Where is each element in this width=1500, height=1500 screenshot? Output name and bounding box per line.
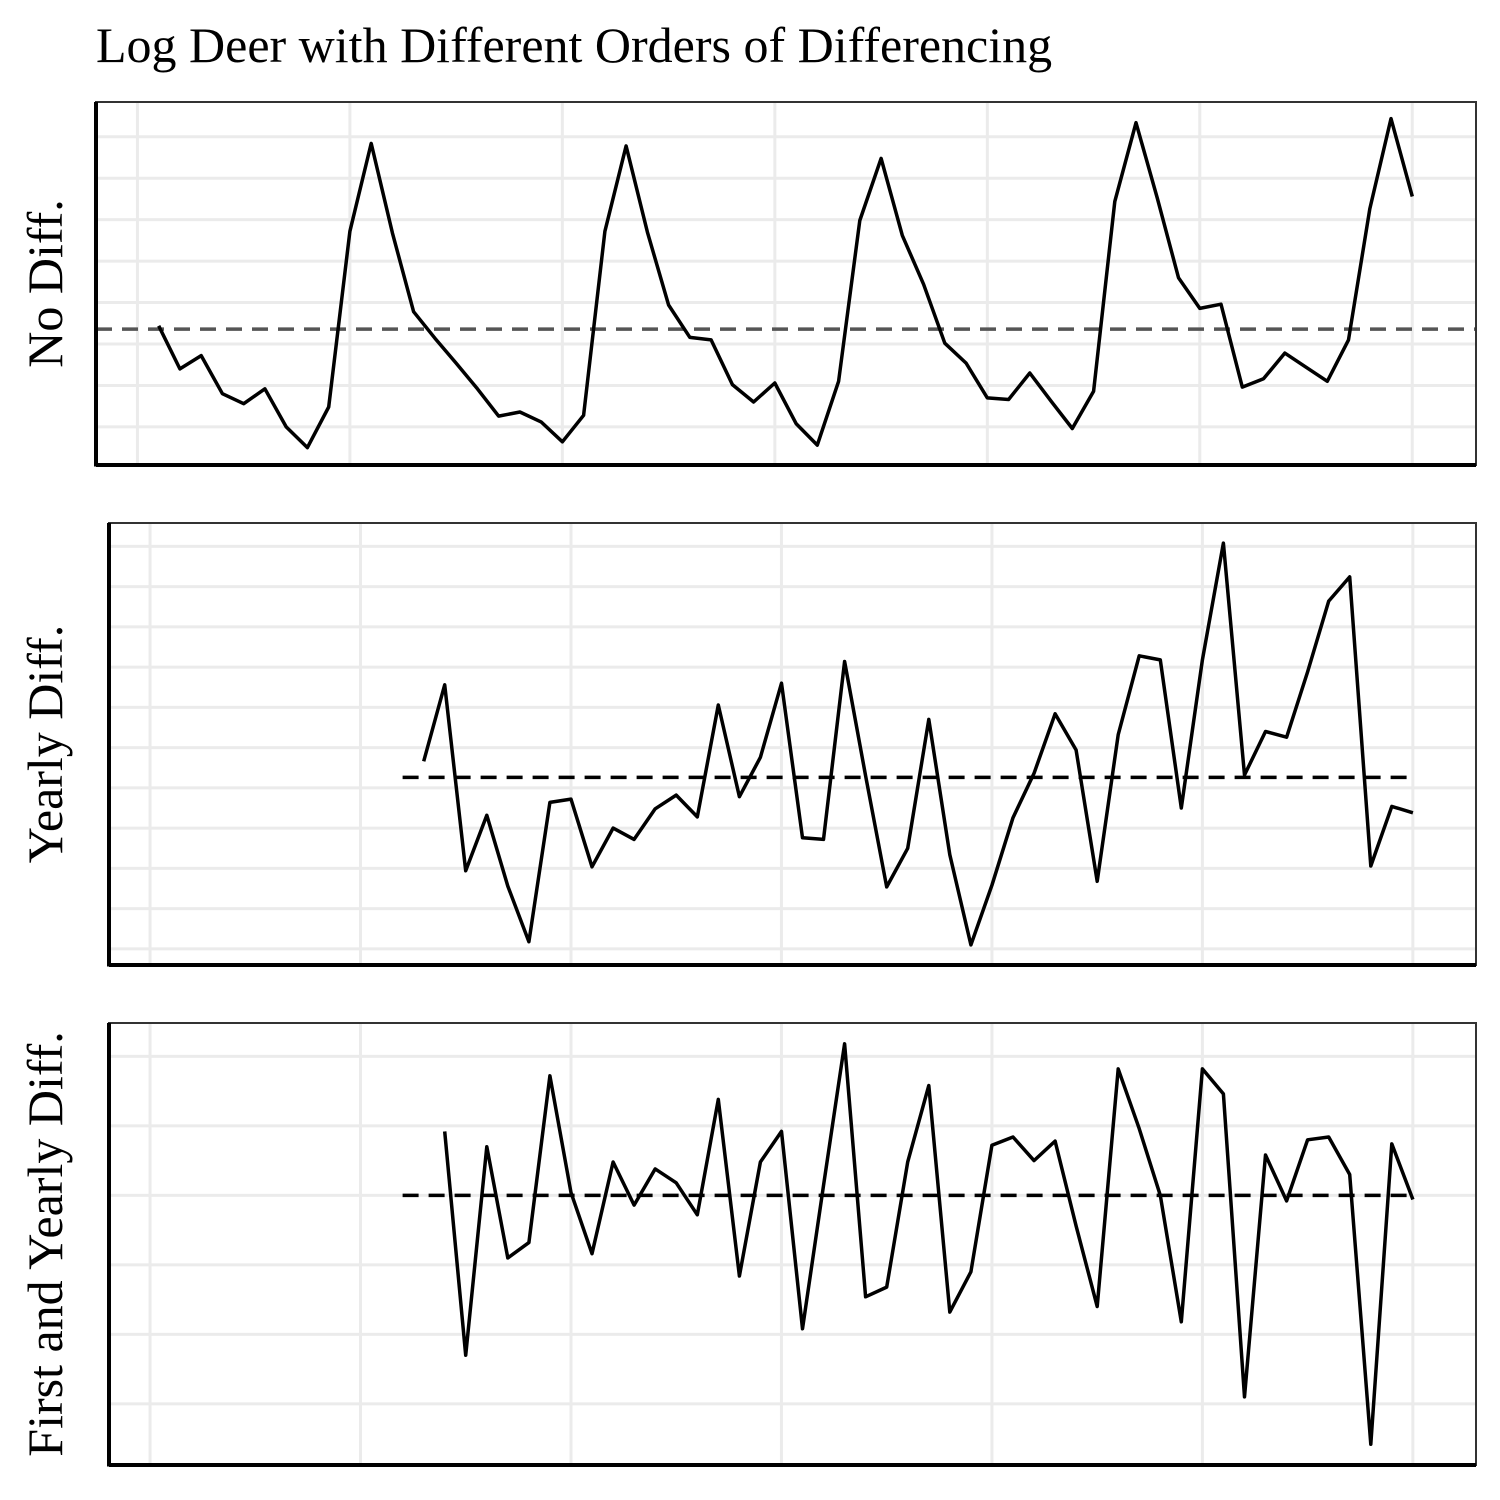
panel-border (108, 522, 1477, 966)
data-line (442, 1042, 1415, 1446)
data-line (422, 541, 1414, 947)
chart-title: Log Deer with Different Orders of Differ… (96, 17, 1052, 73)
y-axis-label: Yearly Diff. (17, 625, 73, 863)
y-axis-label: No Diff. (17, 199, 73, 368)
data-line (157, 116, 1414, 450)
panel-border (95, 101, 1477, 466)
y-axis-label: First and Yearly Diff. (17, 1031, 73, 1456)
